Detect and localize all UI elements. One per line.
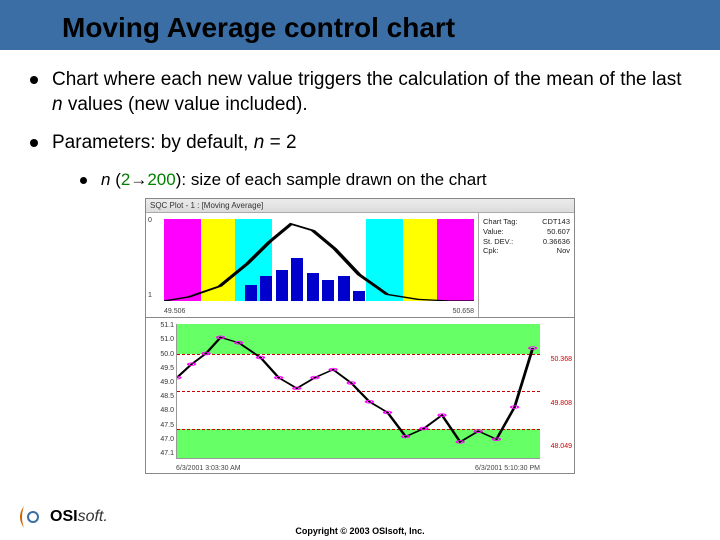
upper-y-axis: 0 1 bbox=[148, 213, 162, 317]
copyright: Copyright © 2003 OSIsoft, Inc. bbox=[0, 526, 720, 536]
sub-bullet: n (2→200): size of each sample drawn on … bbox=[80, 170, 690, 190]
lower-y-axis: 51.151.050.049.549.048.548.047.547.047.1 bbox=[148, 322, 174, 457]
bullet-icon bbox=[30, 76, 38, 84]
bullet-2-text: Parameters: by default, n = 2 bbox=[52, 131, 297, 156]
upper-panel: 0 1 49.506 50.658 Chart Tag:CDT143Value:… bbox=[146, 213, 574, 318]
stats-panel: Chart Tag:CDT143Value:50.607St. DEV.:0.3… bbox=[479, 213, 574, 317]
lower-chart bbox=[176, 324, 540, 459]
bullet-icon bbox=[80, 177, 87, 184]
upper-x-axis: 49.506 50.658 bbox=[164, 308, 474, 315]
bullet-2: Parameters: by default, n = 2 bbox=[30, 131, 690, 156]
logo-text: OSIsoft. bbox=[50, 508, 108, 526]
upper-histogram: 0 1 49.506 50.658 bbox=[146, 213, 479, 317]
sub-bullet-text: n (2→200): size of each sample drawn on … bbox=[101, 170, 487, 190]
content-area: Chart where each new value triggers the … bbox=[0, 50, 720, 474]
lower-x-axis: 6/3/2001 3:03:30 AM 6/3/2001 5:10:30 PM bbox=[176, 465, 540, 472]
lower-panel: 51.151.050.049.549.048.548.047.547.047.1… bbox=[146, 318, 574, 473]
bullet-icon bbox=[30, 139, 38, 147]
slide-title: Moving Average control chart bbox=[62, 12, 455, 44]
chart-window-title: SQC Plot - 1 : [Moving Average] bbox=[146, 199, 574, 213]
bullet-1-text: Chart where each new value triggers the … bbox=[52, 68, 690, 117]
chart-window: SQC Plot - 1 : [Moving Average] 0 1 49.5… bbox=[145, 198, 575, 474]
bullet-1: Chart where each new value triggers the … bbox=[30, 68, 690, 117]
title-bar: Moving Average control chart bbox=[0, 0, 720, 50]
